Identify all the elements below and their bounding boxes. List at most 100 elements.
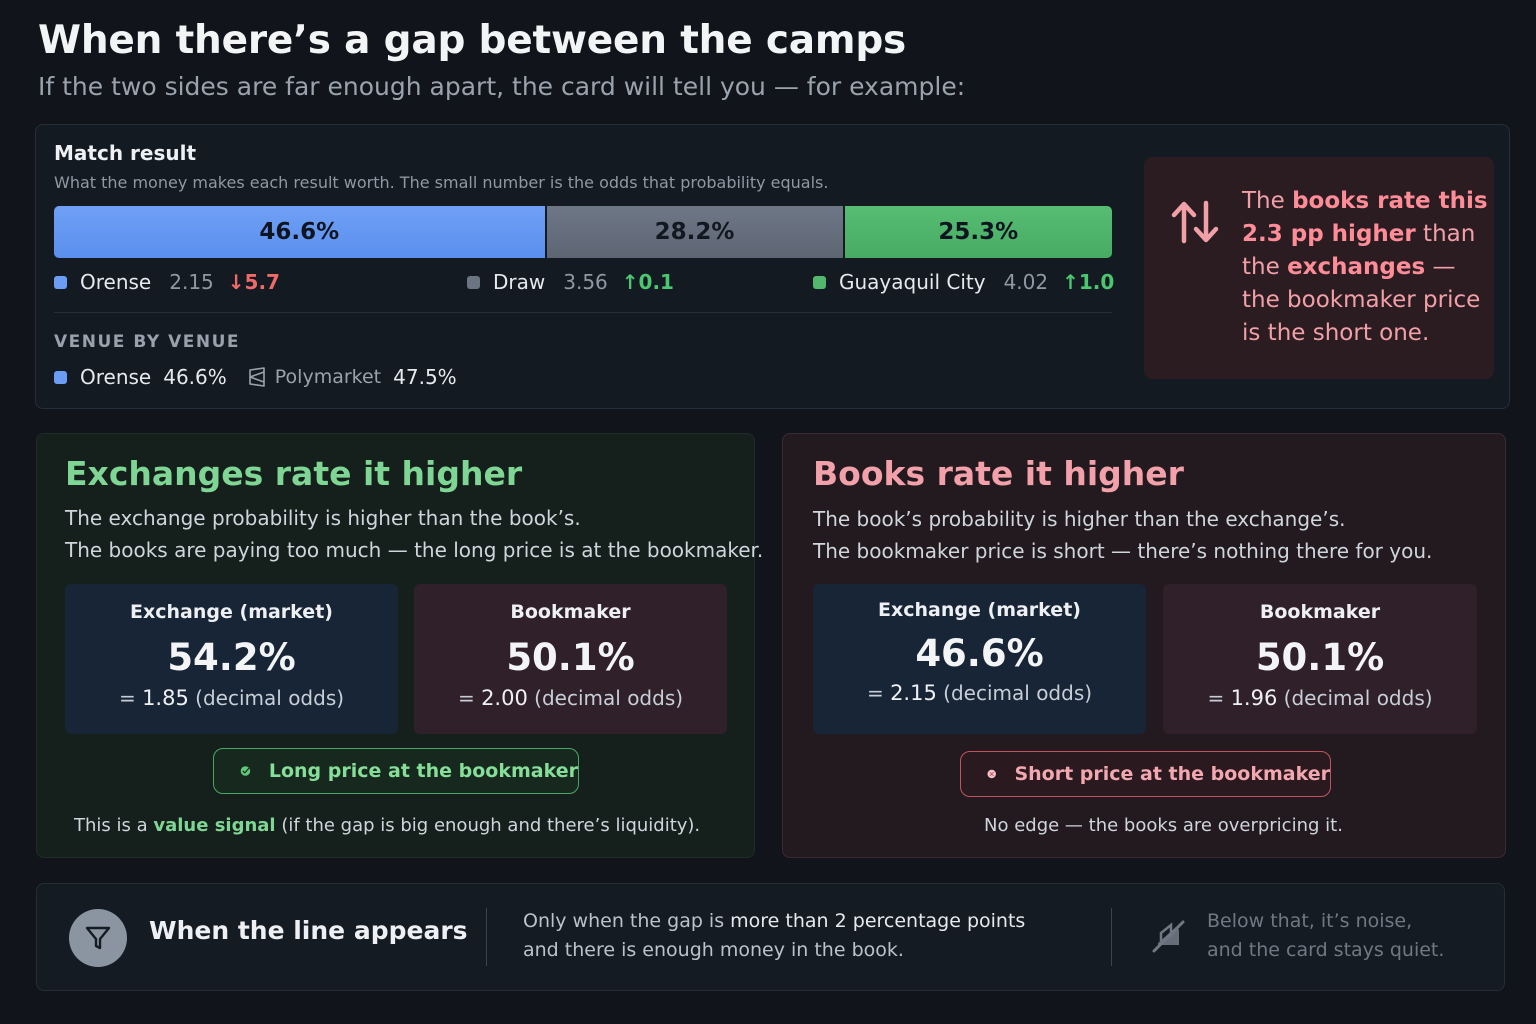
short-price-badge: Short price at the bookmaker	[960, 751, 1331, 797]
exchanges-card-footnote: This is a value signal (if the gap is bi…	[74, 815, 700, 836]
legend-name-draw: Draw	[493, 270, 546, 294]
exchange-box-odds: = 2.15 (decimal odds)	[813, 681, 1146, 705]
short-price-label: Short price at the bookmaker	[1014, 763, 1330, 785]
venue-team-name: Orense	[80, 365, 152, 389]
page-subtitle: If the two sides are far enough apart, t…	[38, 72, 966, 101]
exchange-box-pct: 46.6%	[915, 632, 1044, 675]
venue-team-pct: 46.6%	[163, 365, 227, 389]
legend-name-home: Orense	[80, 270, 152, 294]
venue-pct: 47.5%	[393, 365, 457, 389]
alert-text-bold: books rate this 2.3 pp higher	[1242, 188, 1488, 247]
legend-swatch-home	[54, 275, 67, 289]
rule-quiet-line-2: and the card stays quiet.	[1207, 939, 1445, 961]
filter-icon	[85, 926, 111, 950]
exchange-box-label: Exchange (market)	[878, 599, 1081, 621]
filter-icon-badge	[69, 909, 127, 967]
bookmaker-box: Bookmaker 50.1% = 2.00 (decimal odds)	[414, 584, 727, 734]
legend-move-draw: ↑0.1	[621, 270, 674, 294]
probability-bar: 46.6% 28.2% 25.3%	[54, 206, 1112, 258]
gap-alert: The books rate this 2.3 pp higher than t…	[1144, 157, 1494, 379]
bookmaker-box: Bookmaker 50.1% = 1.96 (decimal odds)	[1163, 584, 1477, 734]
rule-condition-part: Only when the gap is	[523, 910, 731, 932]
legend-move-away: ↑1.0	[1062, 270, 1115, 294]
check-circle-icon	[240, 766, 251, 776]
venue-name: Polymarket	[274, 366, 382, 388]
footnote-part: This is a	[74, 815, 154, 836]
bookmaker-box-pct: 50.1%	[506, 636, 635, 679]
long-price-badge: Long price at the bookmaker	[213, 748, 579, 794]
exchange-box: Exchange (market) 46.6% = 2.15 (decimal …	[813, 584, 1146, 734]
polymarket-icon	[248, 367, 265, 387]
venue-row: Orense 46.6% Polymarket 47.5%	[54, 365, 457, 389]
exchange-box-label: Exchange (market)	[130, 601, 333, 623]
odds-eq: =	[118, 686, 143, 710]
match-result-title: Match result	[54, 141, 197, 165]
match-result-card: Match result What the money makes each r…	[35, 124, 1510, 409]
odds-eq: =	[866, 681, 891, 705]
odds-suffix: (decimal odds)	[936, 681, 1093, 705]
odds-value: 2.15	[890, 681, 937, 705]
bar-segment-away-label: 25.3%	[938, 219, 1019, 245]
long-price-label: Long price at the bookmaker	[268, 760, 578, 782]
odds-eq: =	[1207, 686, 1231, 710]
alert-text-bold: exchanges	[1287, 254, 1426, 280]
page-title: When there’s a gap between the camps	[38, 18, 907, 63]
odds-value: 1.85	[142, 686, 189, 710]
books-higher-card: Books rate it higher The book’s probabil…	[782, 433, 1506, 858]
muted-bell-icon	[1152, 920, 1185, 953]
rule-condition-line-1: Only when the gap is more than 2 percent…	[523, 907, 1025, 936]
exchange-box-odds: = 1.85 (decimal odds)	[65, 686, 398, 710]
arrows-up-down-icon	[1171, 200, 1219, 244]
rule-condition: Only when the gap is more than 2 percent…	[523, 907, 1025, 965]
footnote-part: (if the gap is big enough and there’s li…	[275, 815, 701, 836]
section-divider	[54, 312, 1112, 313]
exchanges-card-line-1: The exchange probability is higher than …	[65, 506, 581, 530]
legend-item-home: Orense 2.15 ↓5.7	[54, 270, 280, 294]
legend-move-home: ↓5.7	[227, 270, 280, 294]
books-card-title: Books rate it higher	[813, 454, 1184, 493]
bookmaker-box-pct: 50.1%	[1255, 636, 1385, 679]
exchanges-card-title: Exchanges rate it higher	[65, 454, 523, 493]
legend-name-away: Guayaquil City	[839, 270, 986, 294]
rule-quiet-line-1: Below that, it’s noise,	[1207, 910, 1413, 932]
rule-condition-line-2: and there is enough money in the book.	[523, 939, 904, 961]
venue-team-swatch	[54, 370, 67, 384]
bookmaker-box-odds: = 2.00 (decimal odds)	[414, 686, 727, 710]
alert-text-part: The	[1242, 188, 1293, 214]
match-result-subtitle: What the money makes each result worth. …	[54, 173, 829, 192]
rule-quiet-note: Below that, it’s noise, and the card sta…	[1207, 907, 1444, 965]
odds-suffix: (decimal odds)	[1277, 686, 1433, 710]
exchanges-higher-card: Exchanges rate it higher The exchange pr…	[36, 433, 763, 858]
odds-suffix: (decimal odds)	[527, 686, 684, 710]
exchange-box-pct: 54.2%	[167, 636, 296, 679]
venue-by-venue-label: VENUE BY VENUE	[54, 332, 241, 352]
rule-divider	[1111, 908, 1112, 966]
odds-value: 1.96	[1230, 686, 1278, 710]
legend-swatch-away	[813, 275, 826, 289]
legend-item-draw: Draw 3.56 ↑0.1	[467, 270, 674, 294]
rule-divider	[486, 908, 487, 966]
line-rule-strip: When the line appears Only when the gap …	[36, 883, 1505, 991]
books-card-footnote: No edge — the books are overpricing it.	[984, 815, 1343, 836]
legend-swatch-draw	[467, 275, 480, 289]
bar-segment-home[interactable]: 46.6%	[54, 206, 547, 258]
odds-value: 2.00	[481, 686, 528, 710]
gap-alert-text: The books rate this 2.3 pp higher than t…	[1242, 185, 1488, 350]
exchanges-card-line-2: The books are paying too much — the long…	[65, 538, 764, 562]
bookmaker-box-odds: = 1.96 (decimal odds)	[1163, 686, 1477, 710]
bar-segment-draw-label: 28.2%	[654, 219, 735, 245]
books-card-line-1: The book’s probability is higher than th…	[813, 507, 1346, 531]
books-card-line-2: The bookmaker price is short — there’s n…	[813, 539, 1433, 563]
legend-odds-draw: 3.56	[563, 270, 608, 294]
rule-title: When the line appears	[149, 916, 468, 945]
bar-segment-draw[interactable]: 28.2%	[546, 206, 845, 258]
legend-odds-home: 2.15	[169, 270, 214, 294]
legend-odds-away: 4.02	[1003, 270, 1049, 294]
rule-condition-bold: more than 2 percentage points	[730, 910, 1026, 932]
footnote-bold: value signal	[153, 815, 276, 836]
alert-text-part: than the	[1242, 221, 1476, 280]
bar-segment-home-label: 46.6%	[259, 219, 340, 245]
legend-item-away: Guayaquil City 4.02 ↑1.0	[813, 270, 1114, 294]
bar-segment-away[interactable]: 25.3%	[844, 206, 1112, 258]
odds-eq: =	[457, 686, 482, 710]
